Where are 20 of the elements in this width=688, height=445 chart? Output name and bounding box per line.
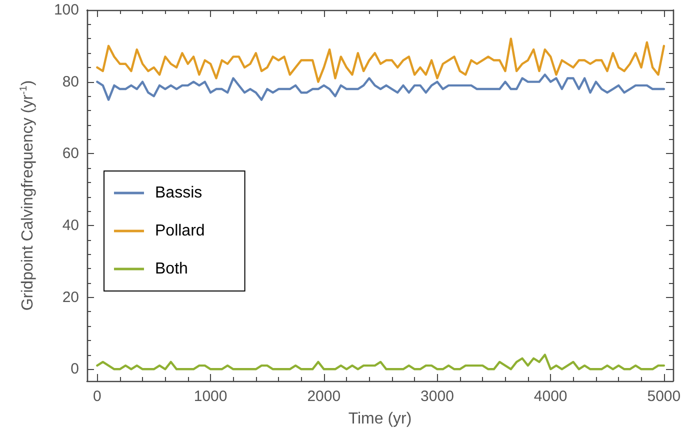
x-tick-label: 0: [93, 388, 102, 405]
line-series: [96, 74, 666, 101]
y-tick-label: 0: [70, 360, 79, 378]
x-axis-title: Time (yr): [348, 410, 412, 428]
legend-label: Bassis: [155, 184, 202, 202]
y-tick-label: 80: [62, 73, 79, 90]
y-axis-title: Gridpoint Calvingfrequency (yr-1): [18, 80, 36, 311]
legend-label: Both: [155, 260, 188, 278]
x-tick-label: 2000: [307, 388, 341, 405]
legend-label: Pollard: [155, 222, 205, 240]
line-series: [96, 354, 666, 370]
y-tick-label: 40: [62, 216, 79, 234]
y-tick-label: 60: [62, 145, 79, 162]
y-tick-label: 100: [54, 2, 79, 18]
x-tick-label: 4000: [534, 388, 568, 405]
x-tick-label: 3000: [420, 388, 454, 405]
x-tick-label: 1000: [194, 388, 228, 405]
y-tick-label: 20: [62, 288, 79, 306]
x-tick-label: 5000: [647, 388, 681, 405]
line-series: [96, 38, 666, 83]
